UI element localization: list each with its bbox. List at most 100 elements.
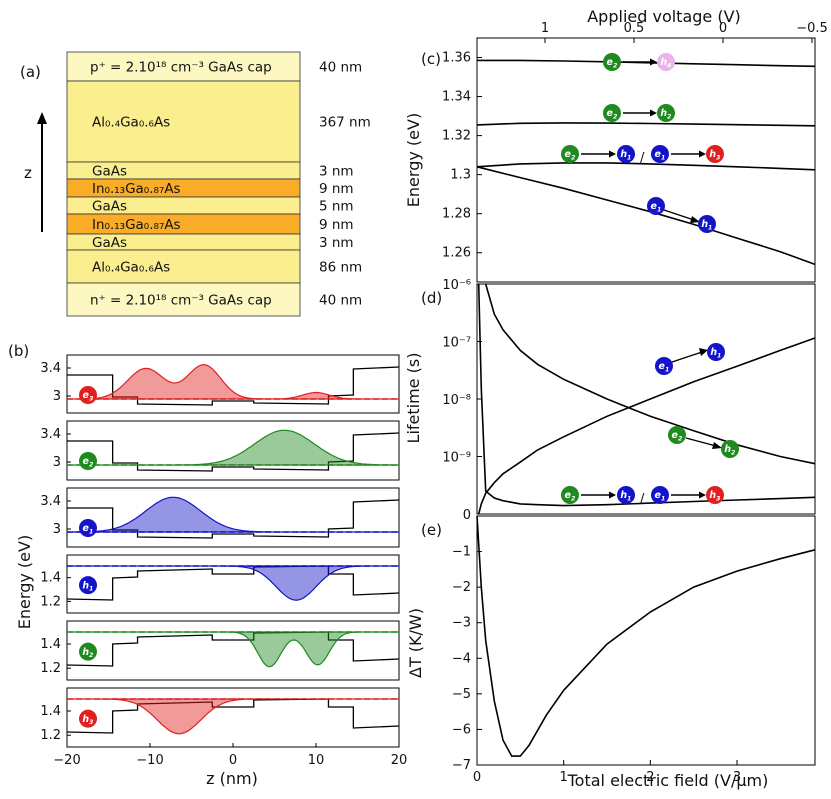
- wavefunction-h2: [67, 631, 399, 668]
- series-line-0: [477, 337, 816, 515]
- subplot-e3: 3.43 e 3: [40, 354, 400, 414]
- state-label-e2-letter: e: [83, 456, 90, 467]
- anno-d-e2-h1-a-letter: e: [565, 490, 572, 501]
- series-line-1: [484, 283, 816, 465]
- layer-name-7: Al₀.₄Ga₀.₆As: [92, 260, 170, 276]
- anno-c-e1-h1-a-circle: [647, 197, 665, 215]
- wavefunction-xticks: −20 −10 0 10 20: [53, 743, 407, 768]
- anno-c-e2-h4-b-index: 4: [667, 62, 671, 69]
- ytick-label: 1.26: [442, 246, 471, 261]
- subplot-frame: [66, 687, 400, 748]
- panel-label-e: (e): [421, 521, 442, 539]
- subplot-h3: 1.4 1.2 h 3: [40, 687, 400, 748]
- panel-c-frame: [476, 37, 816, 283]
- anno-c-e2-h1-b-index: 1: [627, 154, 631, 161]
- panel-e-ylabel: ΔT (K/W): [406, 608, 425, 678]
- layer-thickness-8: 40 nm: [319, 293, 362, 309]
- panel-e-frame: [476, 515, 816, 766]
- layer-thickness-2: 3 nm: [319, 164, 354, 180]
- layer-name-8: n⁺ = 2.10¹⁸ cm⁻³ GaAs cap: [90, 293, 272, 309]
- anno-d-e1-h3-b-circle: [706, 486, 724, 504]
- anno-c-e2-h2-a-index: 2: [613, 113, 618, 120]
- panel-label-c: (c): [421, 50, 441, 68]
- ytick-label: 10⁻⁸: [442, 393, 471, 408]
- ytick-label: 0: [463, 508, 471, 523]
- panel-label-d: (d): [421, 289, 442, 307]
- layer-8: [66, 282, 301, 317]
- layer-1: [66, 80, 301, 163]
- ytick: 1.4: [40, 704, 61, 719]
- ytick-label: −7: [452, 758, 471, 773]
- subplot-frame: [66, 620, 400, 681]
- panel-d-lifetime-chart: 10⁻⁶10⁻⁷10⁻⁸10⁻⁹0e 1h 1e 2h 2e 2 h 1/e 1 h 3: [442, 278, 816, 523]
- state-label-e1-index: 1: [89, 528, 93, 535]
- ytick: 3: [53, 522, 61, 537]
- anno-d-e2-h2-b-index: 2: [731, 449, 736, 456]
- ytick: 3.4: [40, 427, 61, 442]
- state-label-e2-circle: [79, 452, 97, 470]
- layer-name-0: p⁺ = 2.10¹⁸ cm⁻³ GaAs cap: [90, 60, 272, 76]
- ytick-label: 1.32: [442, 129, 471, 144]
- band-edge: [67, 366, 400, 406]
- anno-c-e2-h2-b-index: 2: [667, 113, 672, 120]
- series-line-2: [476, 162, 816, 171]
- anno-d-e1-h1-b-letter: h: [710, 347, 717, 358]
- state-label-h3-index: 3: [89, 719, 94, 726]
- anno-c-e1-h1-b-index: 1: [708, 224, 712, 231]
- series-line-1: [476, 122, 816, 127]
- anno-c-arrow-3-head-icon: [609, 150, 616, 158]
- subplot-frame: [66, 487, 400, 548]
- anno-c-e1-h1-b-circle: [698, 215, 716, 233]
- band-edge: [66, 631, 400, 667]
- wavefunction-e3: [67, 363, 399, 400]
- electric-field-xlabel: Total electric field (V/μm): [567, 771, 769, 790]
- layer-name-6: GaAs: [92, 235, 127, 251]
- anno-c-e1-h1-a-index: 1: [657, 206, 661, 213]
- xtick-label: 20: [391, 753, 408, 768]
- anno-c-e2-h4-a-circle: [603, 53, 621, 71]
- anno-d-e2-h1-a-circle: [561, 486, 579, 504]
- anno-c-e1-h1-b-letter: h: [701, 219, 708, 230]
- subplot-h2: 1.4 1.2 h 2: [40, 620, 400, 681]
- anno-c-e1-h3-b-circle: [706, 145, 724, 163]
- z-axis-label: z: [24, 164, 32, 182]
- xtick-label: 10: [308, 753, 325, 768]
- panel-label-a: (a): [20, 63, 41, 81]
- anno-c-arrow-5-head-icon: [690, 216, 700, 223]
- anno-d-e1-h3-b-index: 3: [716, 495, 721, 502]
- anno-c-e1-h1-a-letter: e: [651, 201, 658, 212]
- deltaT-line: [476, 515, 816, 757]
- ytick: 1.4: [40, 637, 61, 652]
- ytick: 1.4: [40, 571, 61, 586]
- state-label-e3-circle: [79, 386, 97, 404]
- wavefunction-e2: [67, 429, 399, 466]
- layer-name-3: In₀.₁₃Ga₀.₈₇As: [92, 181, 181, 197]
- anno-d-slash: /: [640, 492, 645, 507]
- anno-d-e2-h2-b-letter: h: [724, 444, 731, 455]
- anno-d-arrow-4-head-icon: [699, 491, 706, 499]
- anno-d-e2-h1-b-letter: h: [620, 490, 627, 501]
- band-edge: [66, 698, 400, 734]
- xtick-label: 0: [473, 770, 481, 785]
- ytick-label: 1.28: [442, 207, 471, 222]
- layer-name-1: Al₀.₄Ga₀.₆As: [92, 115, 170, 131]
- anno-d-e1-h1-a-index: 1: [665, 366, 669, 373]
- anno-d-e1-h3-b-letter: h: [709, 490, 716, 501]
- ytick-label: −2: [452, 580, 471, 595]
- panel-d-frame: [476, 283, 816, 515]
- series-line-3: [476, 166, 816, 266]
- subplot-frame: [66, 554, 400, 614]
- anno-c-e2-h4-a-letter: e: [607, 57, 614, 68]
- anno-c-e2-h4-b-circle: [657, 53, 675, 71]
- anno-c-e2-h2-b-circle: [657, 104, 675, 122]
- band-edge: [67, 499, 400, 539]
- panel-c-ylabel: Energy (eV): [404, 113, 423, 207]
- anno-d-e2-h2-a-circle: [668, 426, 686, 444]
- ytick: 3: [53, 389, 61, 404]
- anno-d-e1-h1-a-circle: [655, 357, 673, 375]
- anno-c-e1-h3-a-letter: e: [655, 149, 662, 160]
- anno-d-e1-h3-a-index: 1: [661, 495, 665, 502]
- ytick-label: 1.3: [450, 168, 471, 183]
